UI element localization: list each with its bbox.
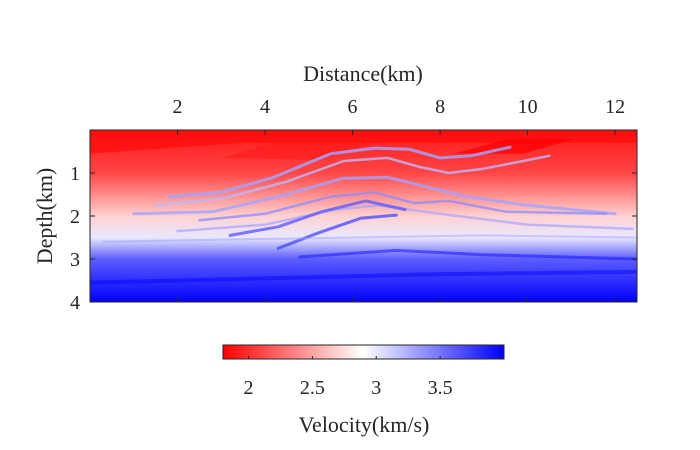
x-tick-label: 2: [173, 96, 183, 118]
x-tick-label: 4: [260, 96, 270, 118]
reflector-layer: [132, 175, 617, 216]
y-axis-ticks: 1 2 3 4: [70, 163, 637, 314]
reflector-layer: [198, 191, 608, 222]
y-tick-label: 2: [70, 206, 80, 228]
fault-block: [453, 138, 576, 154]
fault-block: [221, 142, 375, 161]
x-axis-label: Distance(km): [303, 61, 423, 86]
reflector-layer: [276, 213, 398, 250]
heatmap: [90, 130, 637, 302]
fault-block: [90, 130, 637, 154]
x-axis-ticks: 2 4 6 8 10 12: [173, 96, 625, 302]
reflector-layer: [102, 234, 637, 243]
reflector-layer: [298, 248, 637, 261]
reflector-layer: [167, 145, 512, 199]
colorbar-tick-label: 2.5: [300, 377, 325, 399]
reflector-layer: [228, 199, 407, 237]
x-tick-label: 10: [518, 96, 538, 118]
x-tick-label: 6: [348, 96, 358, 118]
colorbar-tick-label: 3: [371, 377, 381, 399]
y-axis-label: Depth(km): [32, 168, 57, 265]
y-tick-label: 1: [70, 163, 80, 185]
reflector-layer: [154, 154, 551, 207]
y-tick-label: 3: [70, 249, 80, 271]
y-tick-label: 4: [70, 292, 80, 314]
x-tick-label: 12: [605, 96, 625, 118]
colorbar-label: Velocity(km/s): [299, 412, 430, 437]
x-tick-label: 8: [435, 96, 445, 118]
heatmap-structures: [90, 130, 637, 285]
colorbar-tick-label: 3.5: [428, 377, 453, 399]
colorbar-ticks: 2 2.5 3 3.5: [244, 356, 453, 399]
reflector-layer: [90, 269, 637, 285]
colorbar-tick-label: 2: [244, 377, 254, 399]
colorbar: [222, 344, 505, 360]
